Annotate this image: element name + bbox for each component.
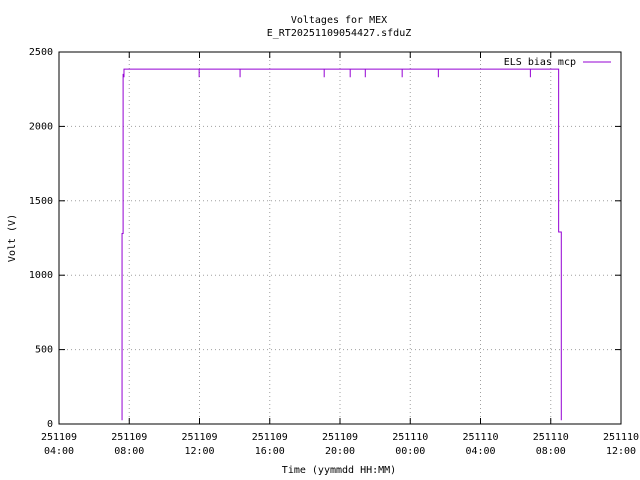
y-tick-label: 1000	[29, 270, 53, 281]
x-tick-label: 251110 12:00	[603, 432, 639, 457]
legend-label: ELS bias mcp	[504, 57, 576, 68]
x-tick-label: 251110 04:00	[462, 432, 498, 457]
x-tick-label: 251109 08:00	[111, 432, 147, 457]
x-axis-label: Time (yymmdd HH:MM)	[282, 465, 396, 476]
chart-title: Voltages for MEX	[291, 15, 387, 26]
y-tick-label: 1500	[29, 196, 53, 207]
x-tick-label: 251109 04:00	[41, 432, 77, 457]
x-tick-label: 251110 00:00	[392, 432, 428, 457]
y-tick-label: 500	[35, 345, 53, 356]
x-tick-label: 251110 08:00	[533, 432, 569, 457]
x-tick-label: 251109 20:00	[322, 432, 358, 457]
plot-frame	[58, 51, 622, 425]
x-tick-label: 251109 16:00	[252, 432, 288, 457]
y-tick-label: 2500	[29, 47, 53, 58]
chart-subtitle: E_RT20251109054427.sfduZ	[267, 28, 412, 39]
y-tick-label: 0	[47, 419, 53, 430]
x-tick-label: 251109 12:00	[181, 432, 217, 457]
y-axis-label: Volt (V)	[7, 214, 18, 262]
y-tick-label: 2000	[29, 121, 53, 132]
data-line	[121, 68, 562, 421]
